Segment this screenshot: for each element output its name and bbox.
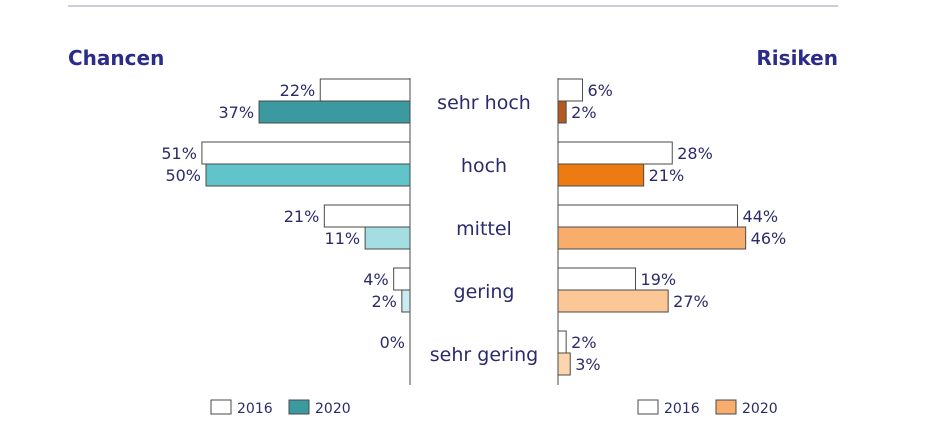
chancen-bar-2016 <box>394 268 410 290</box>
left-panel-title: Chancen <box>68 46 164 70</box>
chancen-value-label: 2% <box>371 292 396 311</box>
chancen-legend-swatch-2020 <box>289 400 309 414</box>
chancen-value-label: 0% <box>380 333 405 352</box>
legend-layer: 2016 2020 2016 2020 <box>211 400 778 417</box>
risiken-value-label: 44% <box>743 207 779 226</box>
risiken-value-label: 46% <box>751 229 787 248</box>
risiken-legend-swatch-2016 <box>638 400 658 414</box>
chancen-value-label: 22% <box>280 81 316 100</box>
risiken-value-label: 6% <box>587 81 612 100</box>
right-panel-title: Risiken <box>756 46 838 70</box>
risiken-legend-label-2016: 2016 <box>664 401 700 417</box>
risiken-bar-2016 <box>558 268 636 290</box>
category-label: hoch <box>461 155 507 177</box>
chancen-legend-label-2016: 2016 <box>237 401 273 417</box>
risiken-bar-2016 <box>558 79 582 101</box>
chancen-bar-2020 <box>206 164 410 186</box>
chancen-value-label: 50% <box>165 166 201 185</box>
chancen-bar-2020 <box>259 101 410 123</box>
category-label: sehr gering <box>430 344 538 366</box>
risiken-bar-2020 <box>558 227 746 249</box>
category-label: mittel <box>456 218 512 240</box>
chancen-value-label: 21% <box>284 207 320 226</box>
category-label: sehr hoch <box>437 92 531 114</box>
risiken-value-label: 19% <box>641 270 677 289</box>
risiken-value-label: 27% <box>673 292 709 311</box>
risiken-bar-2020 <box>558 353 570 375</box>
chancen-bar-2016 <box>324 205 410 227</box>
risiken-bar-2020 <box>558 290 668 312</box>
risiken-value-label: 21% <box>649 166 685 185</box>
risiken-bar-2020 <box>558 101 566 123</box>
risiken-legend-label-2020: 2020 <box>742 401 778 417</box>
chancen-bar-2020 <box>365 227 410 249</box>
chancen-value-label: 37% <box>218 103 254 122</box>
risiken-value-label: 3% <box>575 355 600 374</box>
chancen-bar-2020 <box>402 290 410 312</box>
chancen-legend-swatch-2016 <box>211 400 231 414</box>
risiken-bar-2020 <box>558 164 644 186</box>
chancen-bar-2016 <box>202 142 410 164</box>
chancen-bar-2016 <box>320 79 410 101</box>
risiken-bar-2016 <box>558 142 672 164</box>
risiken-value-label: 2% <box>571 103 596 122</box>
chancen-value-label: 4% <box>363 270 388 289</box>
risiken-value-label: 2% <box>571 333 596 352</box>
risiken-bar-2016 <box>558 205 738 227</box>
chancen-legend-label-2020: 2020 <box>315 401 351 417</box>
risiken-legend-swatch-2020 <box>716 400 736 414</box>
risiken-bar-2016 <box>558 331 566 353</box>
category-label: gering <box>454 281 515 303</box>
chancen-value-label: 51% <box>161 144 197 163</box>
chancen-value-label: 11% <box>325 229 361 248</box>
risiken-value-label: 28% <box>677 144 713 163</box>
